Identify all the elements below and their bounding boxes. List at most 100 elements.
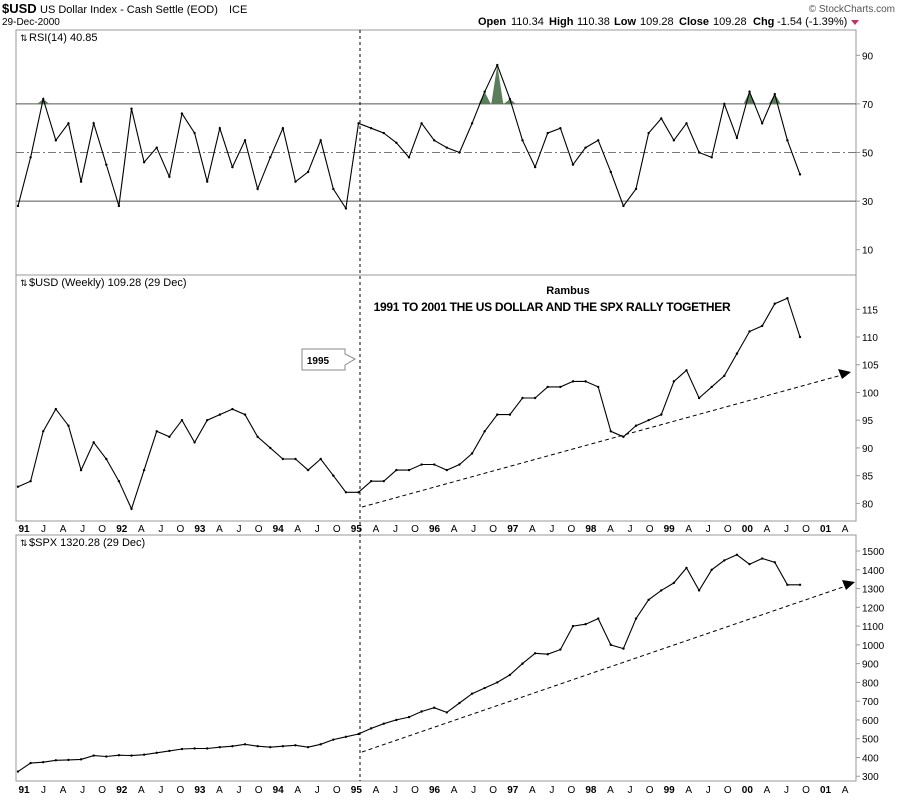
- symbol-label: $USD: [2, 1, 37, 16]
- rsi-data-point: [79, 180, 83, 183]
- usd-x-axis: 91 J A J O 92 A J O 93 A J O 94 A J O 95 A J O 96 A J O 97 A J O 98 A J…: [18, 524, 848, 535]
- spx-y-tick-label: 1300: [862, 585, 885, 596]
- x-tick-label: J: [41, 524, 46, 535]
- spx-data-point: [584, 623, 587, 626]
- spx-data-point: [672, 581, 676, 585]
- spx-data-point: [180, 747, 184, 751]
- spx-trendline-arrowhead-icon: [842, 580, 855, 590]
- rsi-data-point: [243, 139, 247, 142]
- rsi-data-point: [29, 156, 32, 159]
- rsi-data-point: [395, 141, 398, 144]
- x-tick-label: 97: [507, 524, 519, 535]
- spx-y-tick-label: 1400: [862, 566, 885, 577]
- usd-data-point: [445, 468, 449, 472]
- spx-y-tick-label: 600: [862, 716, 879, 727]
- usd-data-point: [748, 330, 751, 333]
- spx-data-point: [193, 747, 196, 750]
- spx-data-point: [281, 745, 285, 748]
- usd-data-point: [395, 468, 398, 472]
- usd-y-tick-label: 100: [862, 388, 879, 399]
- rsi-data-point: [521, 139, 524, 142]
- x-tick-label: 93: [194, 785, 206, 796]
- rsi-data-point: [256, 187, 259, 191]
- rsi-data-point: [281, 127, 285, 130]
- spx-data-point: [79, 758, 83, 761]
- x-tick-label: J: [158, 785, 163, 796]
- spx-data-point: [29, 761, 32, 765]
- rsi-data-point: [42, 97, 45, 101]
- symbol-description: US Dollar Index - Cash Settle (EOD): [40, 4, 218, 16]
- spx-data-point: [294, 744, 297, 747]
- rsi-data-point: [760, 122, 764, 125]
- rsi-data-point: [798, 173, 802, 176]
- x-tick-label: O: [333, 524, 341, 535]
- x-tick-label: A: [138, 524, 145, 535]
- rsi-data-point: [54, 139, 58, 142]
- spx-data-point: [773, 561, 776, 564]
- x-tick-label: O: [333, 785, 341, 796]
- rsi-y-tick-label: 30: [862, 197, 874, 208]
- usd-data-point: [735, 352, 739, 355]
- author-annotation: Rambus: [546, 285, 589, 297]
- rsi-y-tick-label: 70: [862, 100, 874, 111]
- x-tick-label: 01: [820, 524, 832, 535]
- rsi-data-point: [193, 131, 196, 135]
- usd-data-point: [332, 474, 335, 477]
- rsi-data-point: [622, 204, 625, 208]
- rsi-data-point: [105, 163, 108, 166]
- spx-y-tick-label: 900: [862, 660, 879, 671]
- rsi-data-point: [357, 122, 360, 125]
- x-tick-label: 93: [194, 524, 206, 535]
- chg-label: Chg: [753, 16, 774, 28]
- x-tick-label: J: [393, 785, 398, 796]
- rsi-overbought-fill: [478, 91, 491, 104]
- x-tick-label: 95: [351, 785, 363, 796]
- usd-data-point: [798, 335, 802, 339]
- spx-y-tick-label: 1100: [862, 622, 884, 633]
- x-tick-label: O: [411, 785, 419, 796]
- x-tick-label: A: [294, 524, 301, 535]
- spx-data-point: [609, 643, 613, 647]
- usd-y-tick-label: 80: [862, 499, 874, 510]
- spx-data-point: [168, 749, 171, 753]
- usd-data-point: [67, 424, 70, 427]
- spx-y-tick-label: 1000: [862, 641, 885, 652]
- usd-plot-layer: 80 85 90 95 100 105 110 115: [16, 296, 879, 511]
- x-tick-label: J: [628, 785, 633, 796]
- usd-data-point: [483, 430, 486, 433]
- usd-data-point: [470, 452, 474, 455]
- rsi-y-tick-label: 90: [862, 51, 874, 62]
- rsi-data-point: [344, 207, 348, 210]
- x-tick-label: 99: [664, 524, 676, 535]
- x-tick-label: A: [60, 785, 67, 796]
- spx-y-tick-label: 500: [862, 735, 879, 746]
- rsi-data-point: [231, 165, 234, 169]
- x-tick-label: O: [255, 524, 263, 535]
- x-tick-label: J: [549, 785, 554, 796]
- usd-data-point: [433, 463, 436, 466]
- headline-annotation: 1991 TO 2001 THE US DOLLAR AND THE SPX R…: [374, 300, 731, 314]
- spx-data-point: [559, 648, 562, 651]
- x-tick-label: A: [764, 785, 771, 796]
- rsi-data-point: [407, 156, 411, 159]
- x-tick-label: J: [784, 785, 789, 796]
- usd-data-point: [584, 380, 587, 383]
- spx-data-point: [596, 617, 600, 620]
- spx-data-point: [470, 692, 474, 695]
- rsi-data-point: [571, 163, 575, 166]
- spx-data-point: [483, 686, 486, 690]
- spx-y-tick-label: 300: [862, 772, 879, 783]
- rsi-data-point: [609, 170, 613, 174]
- spx-data-point: [735, 553, 739, 556]
- x-tick-label: J: [784, 524, 789, 535]
- chg-value: -1.54 (-1.39%): [777, 16, 847, 28]
- x-tick-label: J: [80, 785, 85, 796]
- rsi-data-point: [382, 131, 385, 135]
- rsi-data-point: [130, 107, 133, 110]
- usd-data-point: [660, 413, 663, 416]
- usd-y-tick-label: 110: [862, 333, 878, 344]
- rsi-data-point: [92, 122, 95, 125]
- usd-data-point: [521, 396, 524, 400]
- x-tick-label: A: [216, 785, 223, 796]
- callout-label: 1995: [307, 356, 330, 367]
